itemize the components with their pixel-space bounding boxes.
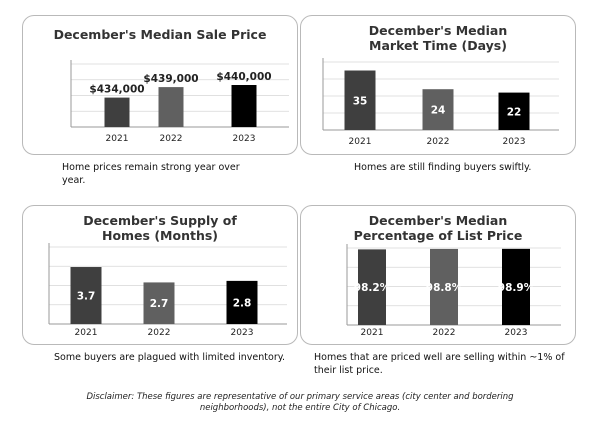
data-label: 24 — [431, 105, 446, 117]
data-label: $440,000 — [216, 71, 271, 83]
chart-card-percentage-of-list-price: December's Median Percentage of List Pri… — [300, 205, 576, 345]
bar — [158, 87, 184, 127]
chart-caption: Some buyers are plagued with limited inv… — [54, 352, 286, 363]
x-tick-label: 2022 — [433, 328, 456, 338]
chart-caption: Homes that are priced well are selling w… — [314, 352, 565, 376]
x-tick-label: 2021 — [106, 134, 129, 144]
chart-caption: Homes are still finding buyers swiftly. — [354, 162, 532, 173]
data-label: 2.7 — [150, 298, 169, 310]
chart-card-median-market-time: December's Median Market Time (Days) 35 2… — [300, 15, 576, 155]
chart-title: December's Median Sale Price — [53, 27, 267, 42]
bar-chart: 98.2% 2021 98.8% 2022 98.9% 2023 — [346, 244, 561, 338]
chart-card-supply-of-homes: December's Supply of Homes (Months) 3.7 2… — [22, 205, 298, 345]
x-tick-label: 2021 — [361, 328, 384, 338]
bar — [358, 249, 386, 325]
chart-card-median-sale-price: December's Median Sale Price $434,000 202… — [22, 15, 298, 155]
x-tick-label: 2023 — [231, 328, 254, 338]
bar — [70, 267, 102, 324]
bar — [226, 280, 258, 324]
x-tick-label: 2022 — [160, 134, 183, 144]
disclaimer-text: Disclaimer: These figures are representa… — [86, 392, 514, 413]
bar — [430, 248, 458, 325]
data-label: 98.9% — [498, 282, 535, 294]
x-tick-label: 2022 — [148, 328, 171, 338]
chart-title: December's Supply of Homes (Months) — [83, 213, 237, 243]
data-label: $439,000 — [143, 73, 198, 85]
data-label: 35 — [353, 95, 368, 107]
data-label: $434,000 — [89, 84, 144, 96]
chart-title: December's Median Percentage of List Pri… — [353, 213, 523, 243]
bar — [104, 97, 130, 127]
x-tick-label: 2023 — [505, 328, 528, 338]
data-label: 98.2% — [354, 282, 391, 294]
bar — [231, 85, 257, 127]
bar — [502, 248, 530, 325]
bar — [422, 89, 454, 130]
bar — [498, 92, 530, 130]
x-tick-label: 2021 — [75, 328, 98, 338]
x-tick-label: 2023 — [503, 137, 526, 147]
bar — [344, 70, 376, 130]
data-label: 22 — [507, 106, 522, 118]
bar-chart: $434,000 2021 $439,000 2022 $440,000 2023 — [70, 60, 289, 144]
data-label: 2.8 — [233, 297, 252, 309]
chart-caption: Home prices remain strong year over year… — [62, 162, 240, 186]
x-tick-label: 2021 — [349, 137, 372, 147]
x-tick-label: 2023 — [233, 134, 256, 144]
x-tick-label: 2022 — [427, 137, 450, 147]
bar — [143, 282, 175, 324]
bar-chart: 35 2021 24 2022 22 2023 — [322, 58, 559, 147]
chart-title: December's Median Market Time (Days) — [368, 23, 508, 53]
data-label: 98.8% — [426, 282, 463, 294]
bar-chart: 3.7 2021 2.7 2022 2.8 2023 — [48, 243, 287, 338]
data-label: 3.7 — [77, 291, 96, 303]
